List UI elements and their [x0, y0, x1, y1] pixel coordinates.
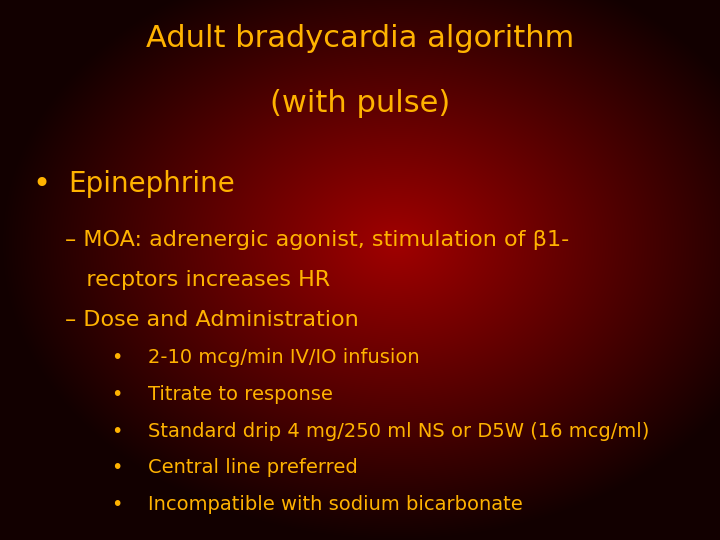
- Text: Standard drip 4 mg/250 ml NS or D5W (16 mcg/ml): Standard drip 4 mg/250 ml NS or D5W (16 …: [148, 422, 649, 441]
- Text: •: •: [112, 458, 123, 477]
- Text: Incompatible with sodium bicarbonate: Incompatible with sodium bicarbonate: [148, 495, 522, 514]
- Text: (with pulse): (with pulse): [270, 89, 450, 118]
- Text: Titrate to response: Titrate to response: [148, 385, 333, 404]
- Text: recptors increases HR: recptors increases HR: [65, 270, 330, 290]
- Text: Epinephrine: Epinephrine: [68, 170, 235, 198]
- Text: Central line preferred: Central line preferred: [148, 458, 357, 477]
- Text: •: •: [112, 348, 123, 367]
- Text: Adult bradycardia algorithm: Adult bradycardia algorithm: [146, 24, 574, 53]
- Text: •: •: [112, 385, 123, 404]
- Text: – MOA: adrenergic agonist, stimulation of β1-: – MOA: adrenergic agonist, stimulation o…: [65, 230, 569, 249]
- Text: •: •: [32, 170, 50, 199]
- Text: •: •: [112, 422, 123, 441]
- Text: – Dose and Administration: – Dose and Administration: [65, 310, 359, 330]
- Text: •: •: [112, 495, 123, 514]
- Text: 2-10 mcg/min IV/IO infusion: 2-10 mcg/min IV/IO infusion: [148, 348, 419, 367]
